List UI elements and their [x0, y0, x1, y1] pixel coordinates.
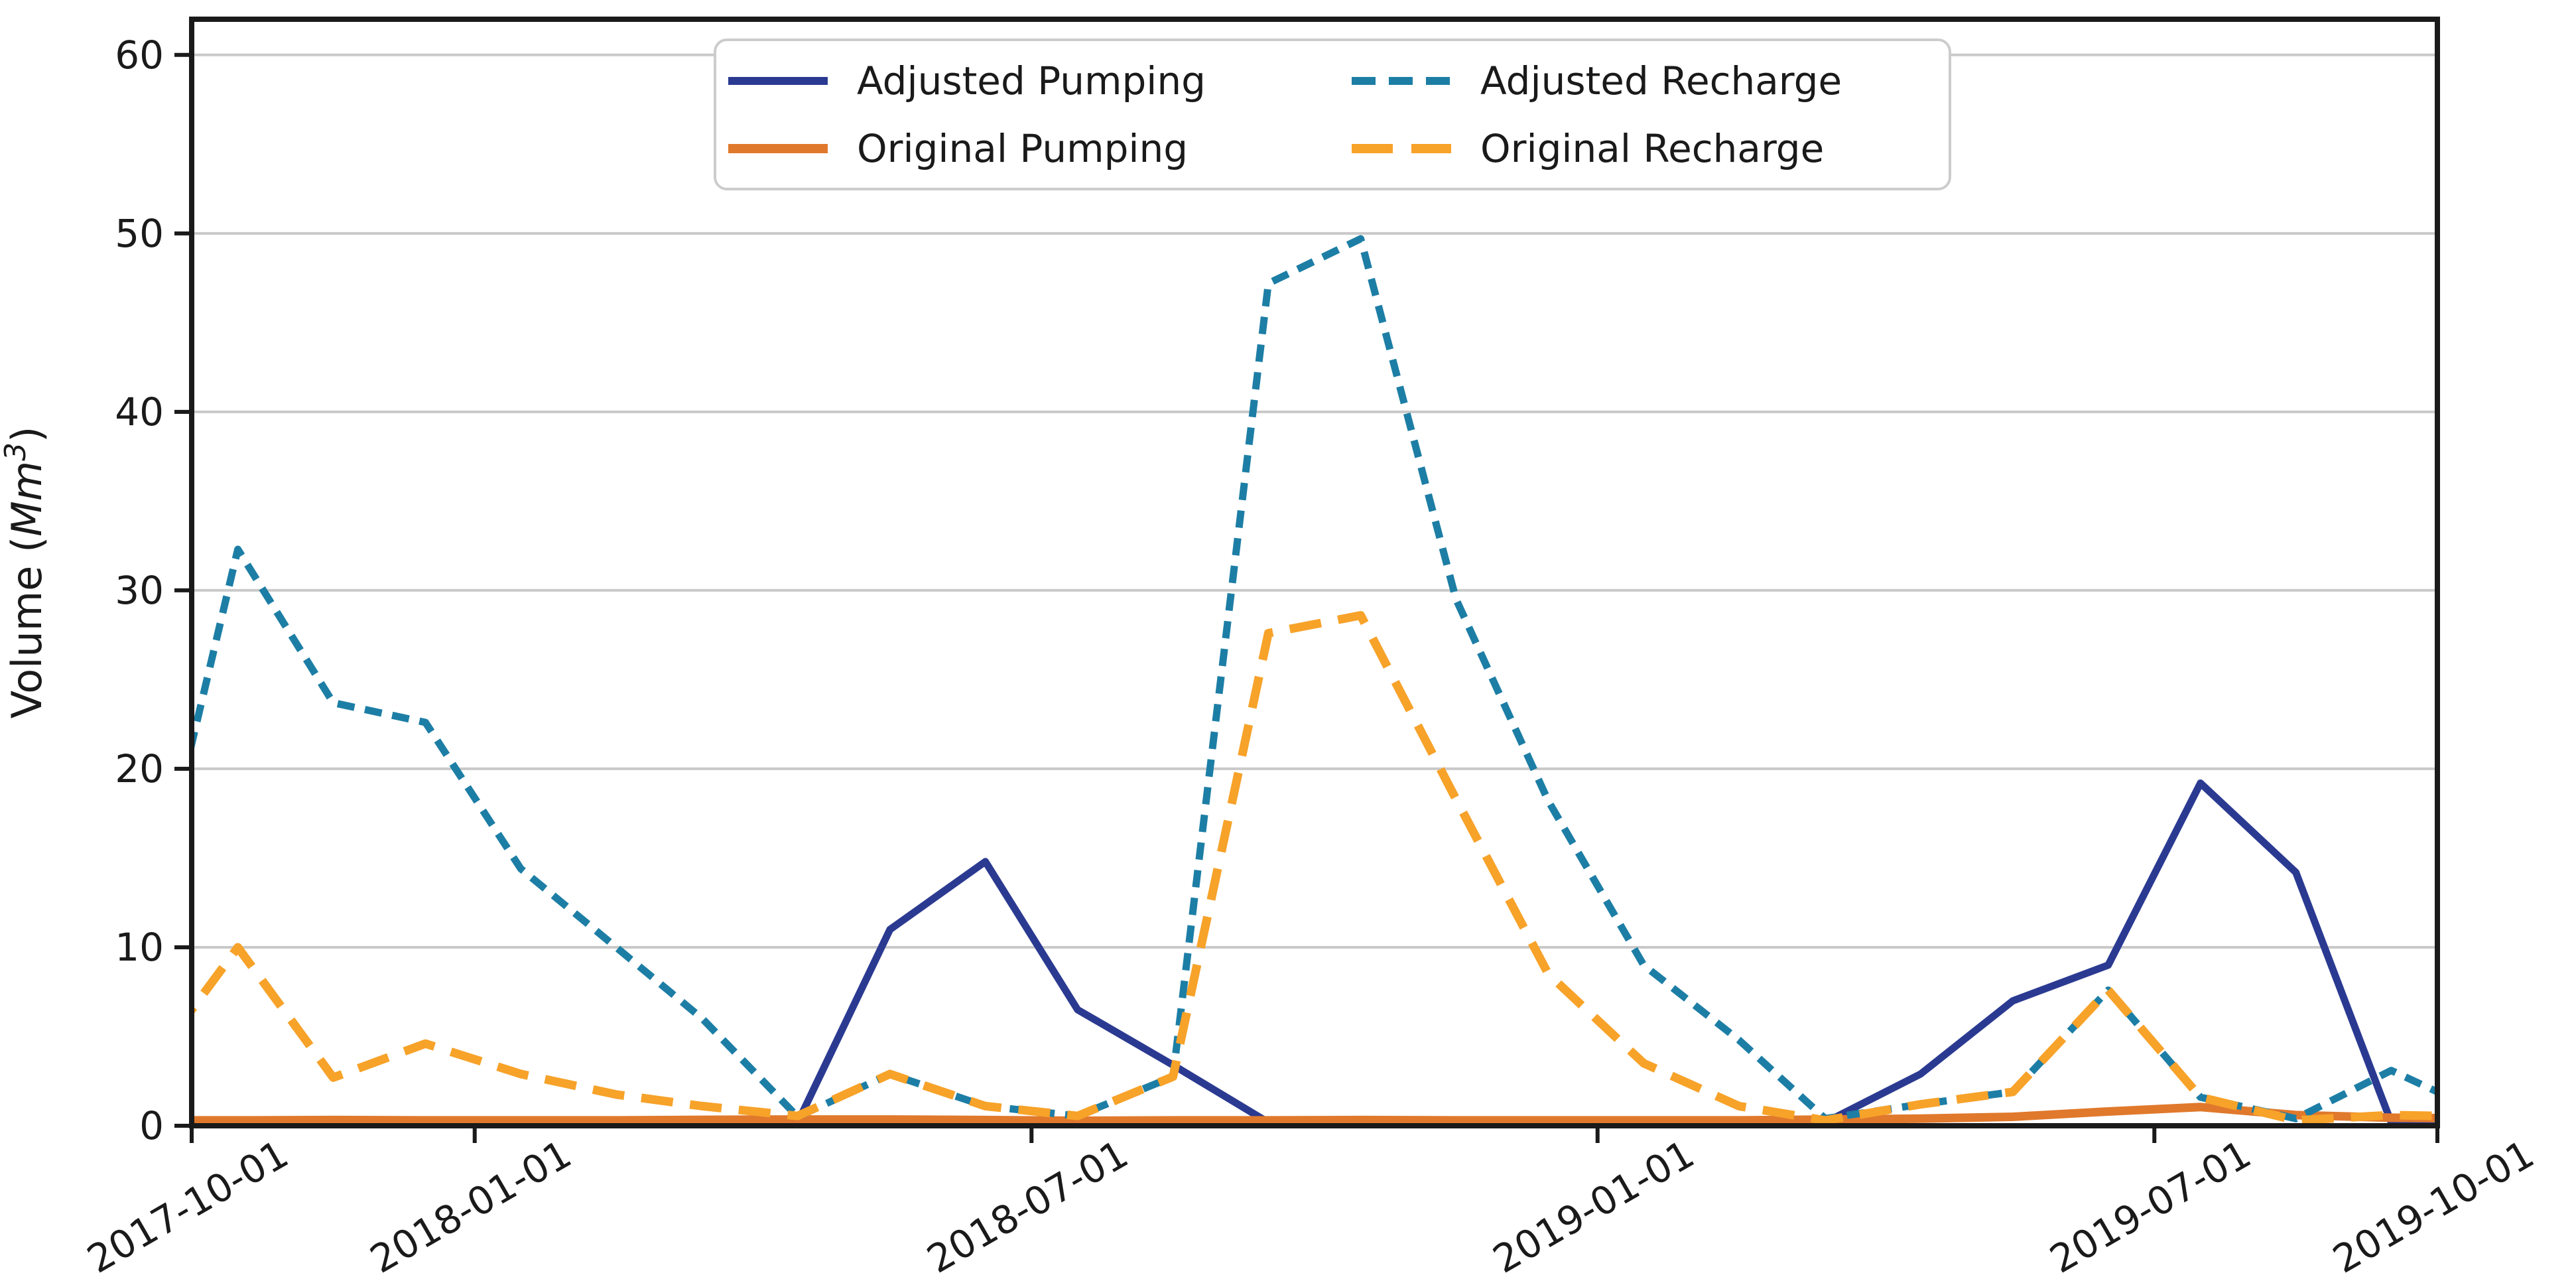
x-tick-label: 2018-01-01: [363, 1131, 579, 1276]
legend-label-original-pumping: Original Pumping: [857, 126, 1188, 171]
y-tick-label: 0: [139, 1103, 164, 1148]
series-original-recharge: [192, 611, 2437, 1125]
y-tick-label: 60: [115, 33, 164, 78]
legend-label-adjusted-recharge: Adjusted Recharge: [1480, 58, 1842, 103]
x-tick-label: 2018-07-01: [919, 1131, 1135, 1276]
legend-box: [714, 38, 1951, 190]
y-tick-label: 10: [115, 925, 164, 970]
x-tick-label: 2017-10-01: [80, 1131, 296, 1276]
series-adjusted-recharge: [192, 235, 2437, 1122]
x-tick-label: 2019-07-01: [2042, 1131, 2258, 1276]
y-tick-label: 40: [115, 389, 164, 435]
y-axis-label: Volume (Mm3): [0, 427, 51, 719]
y-tick-label: 30: [115, 568, 164, 613]
y-tick-label: 20: [115, 746, 164, 791]
legend-label-original-recharge: Original Recharge: [1480, 126, 1824, 171]
series-lines: [192, 235, 2437, 1126]
x-tick-label: 2019-01-01: [1486, 1131, 1702, 1276]
y-tick-label: 50: [115, 211, 164, 256]
legend: Adjusted Pumping Original Pumping Adjusted…: [714, 38, 1951, 190]
legend-label-adjusted-pumping: Adjusted Pumping: [857, 58, 1206, 103]
axes-box: [189, 17, 2440, 1128]
ticks: 0 10 20 30 40 50 60 2017-10-01 2018-01-01 2018-07…: [80, 33, 2542, 1279]
series-original-pumping: [192, 1103, 2437, 1125]
series-adjusted-pumping: [192, 779, 2437, 1126]
x-tick-label: 2019-10-01: [2325, 1131, 2542, 1276]
